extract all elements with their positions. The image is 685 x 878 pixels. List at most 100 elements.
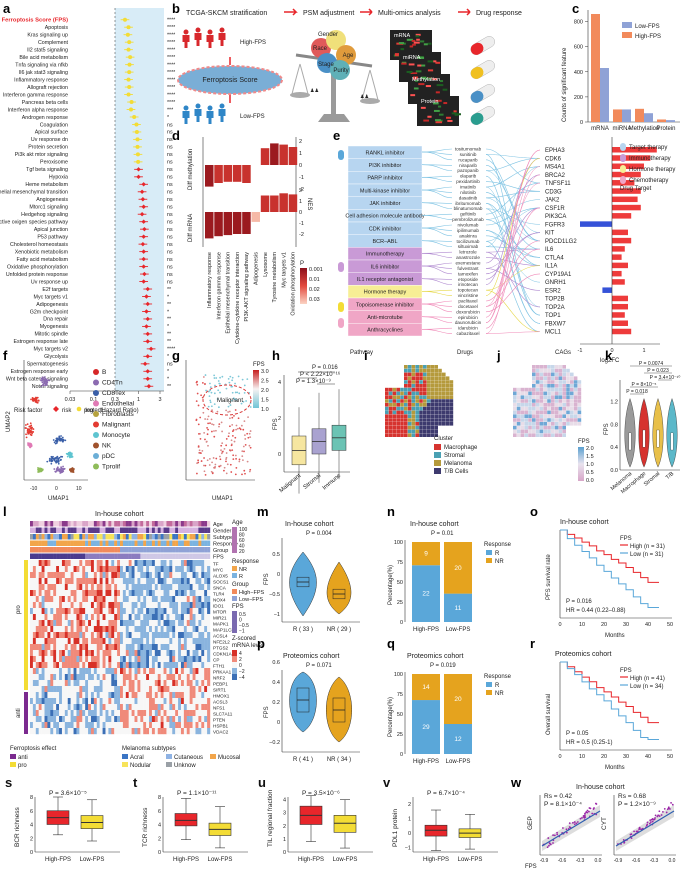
l-heat-cell [137,668,141,675]
spot [520,399,525,403]
spot [449,391,454,396]
l-heat-cell [61,578,66,585]
l-heat-cell [56,650,60,657]
g-cell-point [231,449,234,452]
l-heat-cell [105,572,109,579]
l-heat-cell [175,602,179,609]
l-heat-cell [38,650,42,657]
e-drug-cag-link [485,207,541,242]
l-annotation-cell [59,553,63,559]
w-point [589,807,592,810]
a-pathway-label: Estrogen response late [14,339,69,345]
f-cell-point [30,443,33,446]
m-p: P = 0.004 [306,531,332,537]
spot [385,418,389,422]
spot [573,395,578,399]
l-heat-cell [201,626,205,633]
ferroptosis-score-ellipse [177,65,283,95]
l-heat-cell [53,674,57,681]
spot [558,387,563,392]
f-cell-point [57,461,59,464]
spot [396,414,400,418]
l-heat-cell [183,590,187,597]
e-cag-label: FGFR3 [545,222,565,228]
g-cell-point [206,426,208,429]
l-heat-cell [30,668,34,675]
l-heat-cell [70,710,74,717]
c-bar-high [635,108,644,122]
l-heat-cell [56,578,60,585]
l-heat-cell [175,656,179,663]
spot [430,391,435,396]
l-heat-cell [140,584,144,591]
e-cag-label: TOP2A [545,305,565,311]
l-heat-cell [32,638,37,645]
a-pathway-label: Spermatogenesis [27,362,69,368]
l-heat-cell [175,614,179,621]
spot [551,376,555,380]
l-heat-cell [151,590,156,597]
l-heat-cell [169,644,173,651]
e-legend-icon [620,165,626,173]
w-fit-line [615,810,675,847]
l-age-value: 20 [239,549,245,555]
l-heat-cell [64,644,68,651]
l-heat-cell [64,728,68,735]
l-heat-cell [102,704,106,711]
w-point [658,815,661,817]
w-point [568,826,571,828]
l-heat-cell [175,608,179,615]
l-heat-cell [50,578,54,585]
l-heat-cell [102,662,106,669]
l-heat-cell [50,644,54,651]
f-cell-point [62,465,64,468]
l-annotation-cell [125,547,129,553]
f-legend-label: Monocyte [102,432,131,439]
l-heat-cell [160,680,164,687]
l-heat-cell [183,608,187,615]
l-heat-cell [125,566,129,573]
l-heat-cell [122,572,127,579]
b-score-label: Ferroptosis Score [202,77,257,84]
l-heat-cell [96,614,100,621]
g-cell-point [209,382,211,385]
a-hr-marker [142,271,147,277]
l-annotation-cell [30,540,34,546]
l-heat-cell [186,650,190,657]
l-heat-cell [79,674,83,681]
l-heat-cell [85,710,89,717]
l-heat-cell [134,584,138,591]
spot [566,406,570,411]
l-annotation-cell [178,540,182,546]
spot [434,391,438,396]
l-heat-cell [30,590,34,597]
l-heat-cell [96,620,100,627]
l-heat-cell [157,692,161,699]
spot [547,429,551,434]
j-legend-value: 0.0 [586,478,594,484]
spot [411,365,416,369]
l-annotation-cell [134,547,138,553]
l-heat-cell [166,662,170,669]
a-hr-marker [134,122,139,127]
spot [554,418,559,422]
spot [423,403,427,407]
l-annotation-cell [44,521,48,527]
l-heat-cell [90,632,95,639]
l-heat-cell [108,674,112,681]
l-heat-cell [134,626,138,633]
l-annotation-cell [90,547,95,553]
l-annotation-cell [122,540,127,546]
spot [400,395,404,399]
e-drug-label: olaparib [460,174,477,179]
l-annotation-cell [186,527,190,533]
l-annotation-cell [70,540,74,546]
l-heat-cell [59,590,63,597]
w-title: In-house cohort [576,784,625,791]
l-heat-cell [111,596,115,603]
l-annotation-cell [105,527,109,533]
l-heat-cell [189,578,193,585]
l-annotation-cell [32,553,37,559]
spot [577,399,582,403]
l-heat-cell [125,716,129,723]
